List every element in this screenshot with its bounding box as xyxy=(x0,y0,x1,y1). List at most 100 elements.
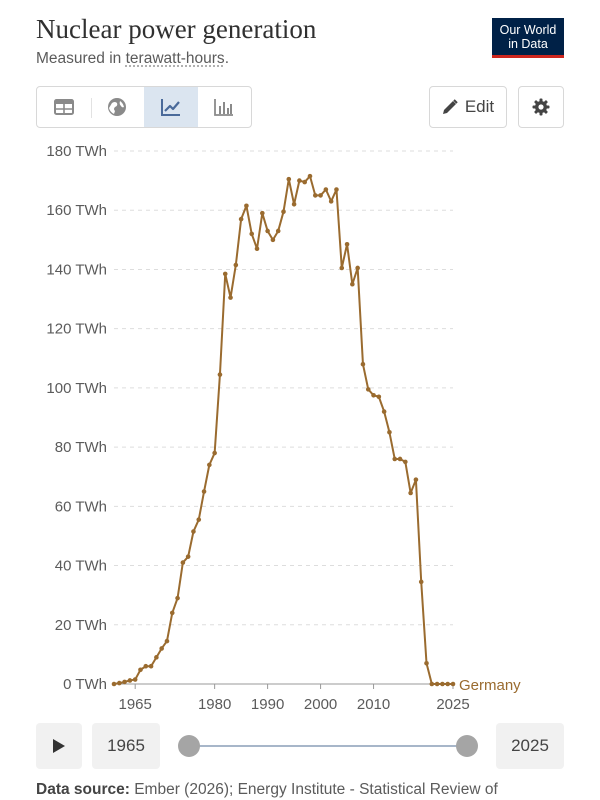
data-point[interactable] xyxy=(302,179,307,185)
play-icon xyxy=(53,739,65,753)
play-button[interactable] xyxy=(36,723,82,769)
data-point[interactable] xyxy=(339,265,345,271)
data-point[interactable] xyxy=(180,560,186,565)
data-point[interactable] xyxy=(365,387,371,392)
x-tick-label: 2000 xyxy=(304,696,337,713)
data-point[interactable] xyxy=(318,193,323,198)
data-point[interactable] xyxy=(397,456,403,462)
start-year-box[interactable]: 1965 xyxy=(92,723,160,769)
data-point[interactable] xyxy=(159,646,164,651)
data-point[interactable] xyxy=(116,680,122,686)
data-point[interactable] xyxy=(360,361,366,367)
timeline-start-handle[interactable] xyxy=(178,735,200,757)
data-point[interactable] xyxy=(164,638,170,644)
data-point[interactable] xyxy=(275,228,281,234)
x-tick-label: 1990 xyxy=(251,696,284,713)
data-point[interactable] xyxy=(122,679,127,685)
data-point[interactable] xyxy=(111,681,117,687)
data-point[interactable] xyxy=(222,271,228,277)
data-point[interactable] xyxy=(450,681,456,687)
x-tick-label: 2025 xyxy=(436,696,469,713)
data-point[interactable] xyxy=(138,667,143,673)
owid-logo[interactable]: Our World in Data xyxy=(492,18,564,58)
data-point[interactable] xyxy=(350,281,355,287)
data-point[interactable] xyxy=(154,655,159,660)
data-point[interactable] xyxy=(440,681,445,687)
data-point[interactable] xyxy=(132,677,138,682)
data-point[interactable] xyxy=(403,459,408,465)
data-point[interactable] xyxy=(408,490,413,496)
data-point[interactable] xyxy=(424,660,429,666)
data-point[interactable] xyxy=(201,489,207,494)
data-point[interactable] xyxy=(328,199,334,204)
data-point[interactable] xyxy=(381,409,387,414)
y-tick-label: 0 TWh xyxy=(63,676,107,693)
data-point[interactable] xyxy=(371,392,376,398)
data-point[interactable] xyxy=(270,237,276,243)
timeline-track[interactable] xyxy=(189,745,467,747)
data-point[interactable] xyxy=(418,579,424,585)
data-point[interactable] xyxy=(355,265,360,271)
data-point[interactable] xyxy=(312,193,318,198)
data-point[interactable] xyxy=(175,595,180,601)
data-point[interactable] xyxy=(238,216,244,222)
data-point[interactable] xyxy=(445,681,451,687)
data-point[interactable] xyxy=(228,295,233,300)
subtitle-suffix: . xyxy=(224,50,229,67)
data-point[interactable] xyxy=(260,210,265,216)
data-point[interactable] xyxy=(212,450,217,456)
line-chart: 0 TWh 20 TWh 40 TWh 60 TWh 80 TWh 100 TWh 120 … xyxy=(46,143,521,713)
pencil-icon xyxy=(442,99,458,114)
data-point[interactable] xyxy=(127,678,133,683)
data-point[interactable] xyxy=(254,246,260,252)
data-source: Data source: Ember (2026); Energy Instit… xyxy=(36,781,498,799)
data-point[interactable] xyxy=(307,173,313,179)
data-point[interactable] xyxy=(413,477,419,482)
tab-map[interactable] xyxy=(90,87,145,127)
x-axis: 1965 1980 1990 2000 2010 2025 xyxy=(114,683,470,713)
data-point[interactable] xyxy=(244,203,249,209)
data-point[interactable] xyxy=(217,372,223,377)
data-point[interactable] xyxy=(286,176,292,182)
subtitle-prefix: Measured in xyxy=(36,50,122,67)
data-point[interactable] xyxy=(265,228,270,234)
data-point[interactable] xyxy=(344,241,350,247)
data-point[interactable] xyxy=(376,394,382,400)
data-point[interactable] xyxy=(185,554,191,559)
data-point[interactable] xyxy=(207,462,212,468)
tab-table[interactable] xyxy=(37,87,91,127)
end-year-box[interactable]: 2025 xyxy=(496,723,564,769)
timeline-end-handle[interactable] xyxy=(456,735,478,757)
data-point[interactable] xyxy=(249,231,255,237)
series-label[interactable]: Germany xyxy=(459,677,521,694)
tab-bar-chart[interactable] xyxy=(198,87,252,127)
x-tick-label: 1965 xyxy=(119,696,152,713)
data-point[interactable] xyxy=(291,202,297,207)
data-point[interactable] xyxy=(334,187,339,192)
data-point[interactable] xyxy=(434,681,440,687)
settings-button[interactable] xyxy=(518,86,564,128)
logo-line-1: Our World xyxy=(499,23,557,37)
data-point[interactable] xyxy=(392,456,398,462)
series-line-germany[interactable] xyxy=(113,175,453,685)
data-point[interactable] xyxy=(191,529,196,534)
tab-chart[interactable] xyxy=(144,87,198,127)
data-point[interactable] xyxy=(323,187,329,192)
data-point[interactable] xyxy=(297,178,302,183)
data-point[interactable] xyxy=(169,610,175,616)
data-point[interactable] xyxy=(387,430,392,435)
edit-button[interactable]: Edit xyxy=(429,86,507,128)
data-point[interactable] xyxy=(429,681,435,687)
chart-subtitle: Measured in terawatt-hours. xyxy=(36,50,229,68)
source-text[interactable]: Ember (2026); Energy Institute - Statist… xyxy=(134,781,498,798)
y-axis-ticks: 0 TWh 20 TWh 40 TWh 60 TWh 80 TWh 100 TWh 120 … xyxy=(46,143,107,693)
unit-link[interactable]: terawatt-hours xyxy=(125,50,225,67)
data-point[interactable] xyxy=(196,517,202,522)
data-point[interactable] xyxy=(148,663,154,669)
y-tick-label: 60 TWh xyxy=(55,498,107,515)
x-tick-label: 2010 xyxy=(357,696,390,713)
data-point[interactable] xyxy=(233,262,239,268)
table-icon xyxy=(53,99,74,115)
data-point[interactable] xyxy=(143,663,149,669)
data-point[interactable] xyxy=(281,209,286,215)
